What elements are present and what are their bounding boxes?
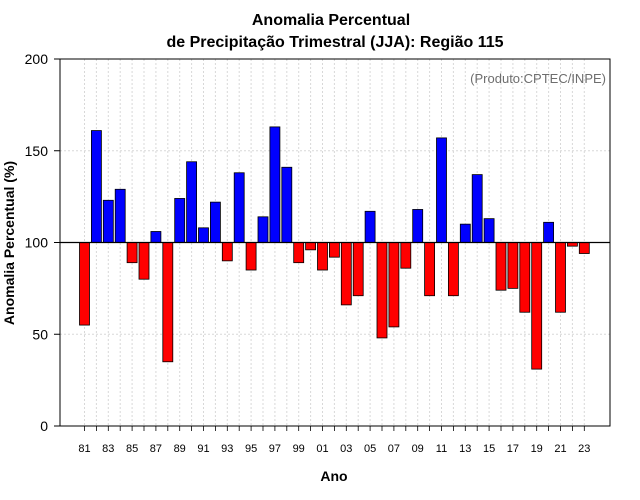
y-tick-label: 50 [32, 326, 48, 342]
bar-86 [138, 242, 150, 280]
gridlines [60, 58, 610, 427]
bar-06 [376, 242, 388, 339]
x-tick-label: 83 [102, 443, 114, 455]
chart-title-line-2: de Precipitação Trimestral (JJA): Região… [166, 34, 503, 51]
x-tick-label: 85 [126, 443, 138, 455]
x-tick-label: 13 [459, 443, 471, 455]
bar-15 [483, 218, 495, 243]
y-tick-label: 0 [40, 418, 48, 434]
x-tick-label: 93 [221, 443, 233, 455]
x-tick-label: 81 [78, 443, 90, 455]
bar-93 [221, 242, 233, 262]
y-axis-ticks: 0 50 100 150 200 [25, 51, 60, 434]
x-tick-label: 91 [197, 443, 209, 455]
x-tick-label: 95 [245, 443, 257, 455]
chart-title-line-1: Anomalia Percentual [252, 12, 410, 29]
bar-13 [459, 223, 471, 243]
x-tick-label: 17 [507, 443, 519, 455]
x-tick-label: 87 [150, 443, 162, 455]
bar-14 [471, 174, 483, 243]
bar-07 [388, 242, 400, 328]
y-tick-label: 200 [25, 51, 49, 67]
bar-21 [555, 242, 566, 313]
x-tick-label: 21 [554, 443, 566, 455]
bar-19 [531, 242, 543, 370]
bar-09 [412, 209, 424, 243]
bar-95 [245, 242, 257, 271]
x-axis-ticks: 81 83 85 87 89 91 93 95 97 99 01 03 05 07 09 11 13 15 17 19… [78, 426, 590, 455]
bar-00 [305, 242, 317, 251]
bar-20 [543, 221, 554, 243]
x-axis-title: Ano [320, 468, 347, 484]
bar-12 [447, 242, 459, 297]
bar-90 [186, 161, 198, 243]
x-tick-label: 89 [174, 443, 186, 455]
x-tick-label: 19 [531, 443, 543, 455]
bar-82 [91, 130, 102, 243]
bar-08 [400, 242, 412, 269]
x-tick-label: 05 [364, 443, 376, 455]
x-tick-label: 01 [316, 443, 328, 455]
bar-02 [328, 242, 340, 258]
x-tick-label: 99 [293, 443, 305, 455]
bar-05 [364, 210, 376, 243]
bar-96 [257, 216, 269, 243]
bar-81 [79, 242, 90, 326]
bar-10 [424, 242, 436, 297]
bar-04 [352, 242, 364, 297]
bar-16 [495, 242, 507, 291]
bar-23 [578, 242, 590, 254]
bar-03 [340, 242, 352, 306]
y-tick-label: 150 [25, 143, 49, 159]
bar-88 [162, 242, 174, 363]
bar-17 [507, 242, 519, 289]
bar-94 [233, 172, 245, 243]
y-tick-label: 100 [25, 235, 49, 251]
bar-92 [209, 201, 221, 243]
bar-83 [102, 199, 114, 243]
bars [79, 126, 590, 370]
bar-89 [174, 198, 186, 243]
x-tick-label: 23 [578, 443, 590, 455]
bar-97 [269, 126, 281, 243]
bar-84 [114, 188, 126, 243]
x-tick-label: 15 [483, 443, 495, 455]
x-tick-label: 11 [436, 443, 447, 455]
x-tick-label: 09 [412, 443, 424, 455]
bar-99 [293, 242, 305, 264]
x-tick-label: 07 [388, 443, 400, 455]
y-axis-title: Anomalia Percentual (%) [1, 161, 17, 325]
bar-98 [281, 166, 293, 243]
bar-85 [126, 242, 138, 264]
bar-87 [150, 231, 162, 243]
bar-91 [198, 227, 209, 243]
bar-18 [519, 242, 531, 313]
source-annotation: (Produto:CPTEC/INPE) [470, 71, 606, 86]
bar-01 [317, 242, 328, 271]
bar-11 [436, 137, 447, 243]
x-tick-label: 03 [340, 443, 352, 455]
x-tick-label: 97 [269, 443, 281, 455]
